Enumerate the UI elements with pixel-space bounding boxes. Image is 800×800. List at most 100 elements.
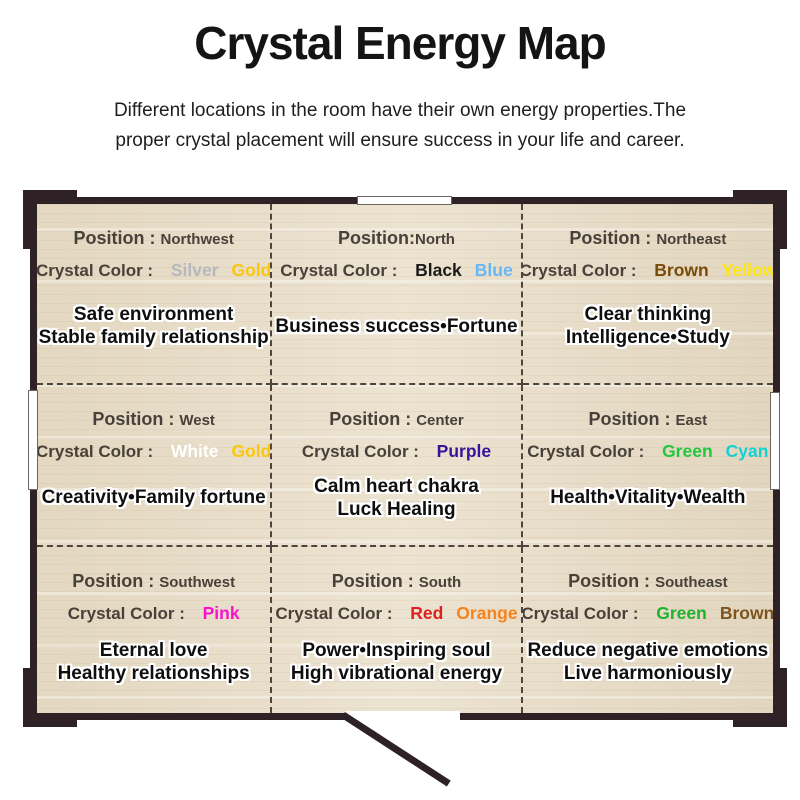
property-line-1: Business success•Fortune (275, 315, 518, 337)
crystal-color-label: Crystal Color : (522, 603, 644, 623)
crystal-color-label: Crystal Color : (527, 442, 650, 462)
position-line: Position : Northwest (73, 228, 233, 249)
position-value: Northwest (160, 231, 234, 248)
floor-plan: Position : Northwest Crystal Color : Sil… (30, 197, 780, 720)
page-subtitle: Different locations in the room have the… (0, 96, 800, 156)
cell-southwest: Position : Southwest Crystal Color : Pin… (37, 546, 273, 713)
property-line-1: Clear thinking (584, 304, 712, 326)
position-label: Position : (588, 409, 676, 430)
properties: Calm heart chakra Luck Healing (314, 462, 479, 544)
crystal-color-line: Crystal Color : Green Cyan (527, 441, 768, 462)
wall-corner-bottom-right (733, 668, 787, 727)
door-swing-icon (341, 712, 451, 787)
position-line: Position : Center (329, 409, 464, 430)
position-label: Position : (568, 570, 656, 591)
property-line-2: Stable family relationship (38, 327, 269, 349)
subtitle-line-1: Different locations in the room have the… (113, 100, 687, 121)
position-label: Position : (72, 570, 160, 591)
position-value: Northeast (656, 231, 727, 248)
properties: Reduce negative emotions Live harmoniousl… (527, 624, 768, 713)
position-value: Center (416, 412, 464, 430)
crystal-color-label: Crystal Color : (522, 261, 642, 280)
color-value-2: Brown (719, 602, 773, 623)
properties: Health•Vitality•Wealth (550, 462, 745, 544)
position-label: Position : (92, 409, 180, 430)
position-value: Southwest (159, 573, 236, 591)
position-label: Position : (569, 228, 657, 248)
color-value-2: Gold (231, 441, 272, 462)
position-value: North (414, 231, 455, 248)
color-value-1: Silver (170, 260, 219, 280)
cell-east: Position : East Crystal Color : Green Cya… (522, 385, 773, 547)
position-value: East (675, 412, 708, 430)
wall-corner-top-left (23, 190, 77, 249)
crystal-color-label: Crystal Color : (67, 603, 190, 623)
color-value-1: Purple (436, 441, 492, 462)
position-label: Position : (329, 409, 417, 430)
color-value-2: Orange (456, 602, 518, 623)
cell-southeast: Position : Southeast Crystal Color : Gre… (523, 547, 773, 713)
position-line: Position : Northeast (569, 228, 726, 249)
crystal-color-label: Crystal Color : (275, 603, 398, 623)
crystal-color-line: Crystal Color : Brown Yellow (523, 260, 773, 281)
property-line-2: Healthy relationships (57, 663, 250, 685)
crystal-color-label: Crystal Color : (301, 442, 424, 462)
cell-center: Position : Center Crystal Color : Purple… (272, 385, 523, 547)
color-value-1: Green (656, 602, 707, 623)
properties: Power•Inspiring soul High vibrational ene… (291, 624, 502, 713)
color-value-1: Brown (654, 260, 709, 280)
cell-northwest: Position : Northwest Crystal Color : Sil… (37, 204, 273, 386)
cell-north: Position:North Crystal Color : Black Blue… (272, 204, 523, 386)
position-value: West (179, 412, 215, 430)
position-label: Position : (73, 228, 161, 248)
position-line: Position:North (338, 228, 455, 249)
position-line: Position : West (92, 409, 215, 430)
position-value: South (418, 573, 462, 591)
position-line: Position : Southeast (568, 571, 728, 592)
properties: Eternal love Healthy relationships (58, 624, 250, 713)
crystal-color-label: Crystal Color : (37, 261, 158, 280)
color-value-2: Yellow (721, 260, 773, 280)
crystal-color-line: Crystal Color : Green Brown (523, 603, 773, 624)
color-value-1: White (170, 441, 219, 462)
cell-west: Position : West Crystal Color : White Gol… (37, 385, 273, 547)
color-value-1: Black (415, 260, 462, 280)
properties: Safe environment Stable family relationsh… (39, 281, 269, 383)
property-line-2: High vibrational energy (290, 663, 503, 685)
window-left-icon (28, 390, 38, 490)
crystal-color-line: Crystal Color : Silver Gold (37, 260, 270, 281)
crystal-color-label: Crystal Color : (280, 261, 403, 280)
color-value-1: Red (410, 602, 444, 623)
cell-northeast: Position : Northeast Crystal Color : Bro… (522, 204, 773, 386)
position-line: Position : East (588, 409, 707, 430)
properties: Clear thinking Intelligence•Study (566, 281, 730, 383)
position-label: Position: (337, 228, 415, 248)
color-value-2: Blue (474, 260, 513, 280)
window-top-icon (357, 196, 452, 205)
property-line-1: Reduce negative emotions (527, 640, 769, 662)
wall-corner-bottom-left (23, 668, 77, 727)
position-line: Position : South (332, 571, 462, 592)
window-right-icon (770, 392, 780, 490)
crystal-color-line: Crystal Color : Black Blue (280, 260, 513, 281)
position-value: Southeast (655, 573, 728, 591)
position-label: Position : (331, 570, 419, 591)
crystal-color-line: Crystal Color : Red Orange (275, 603, 517, 624)
color-value-2: Cyan (725, 441, 769, 462)
position-line: Position : Southwest (72, 571, 235, 592)
page-title: Crystal Energy Map (194, 17, 606, 69)
subtitle-line-2: proper crystal placement will ensure suc… (115, 130, 685, 151)
color-value-1: Green (662, 441, 713, 462)
crystal-color-line: Crystal Color : Pink (68, 603, 240, 624)
property-line-1: Calm heart chakra (314, 475, 479, 497)
properties: Creativity•Family fortune (42, 462, 266, 544)
energy-grid: Position : Northwest Crystal Color : Sil… (37, 204, 773, 713)
property-line-2: Luck Healing (337, 498, 456, 520)
property-line-2: Live harmoniously (563, 663, 732, 685)
crystal-color-label: Crystal Color : (37, 442, 158, 462)
color-value-1: Pink (202, 602, 240, 623)
property-line-1: Health•Vitality•Wealth (550, 487, 746, 508)
property-line-1: Safe environment (73, 304, 234, 326)
property-line-1: Eternal love (99, 640, 208, 662)
crystal-color-line: Crystal Color : Purple (302, 441, 491, 462)
